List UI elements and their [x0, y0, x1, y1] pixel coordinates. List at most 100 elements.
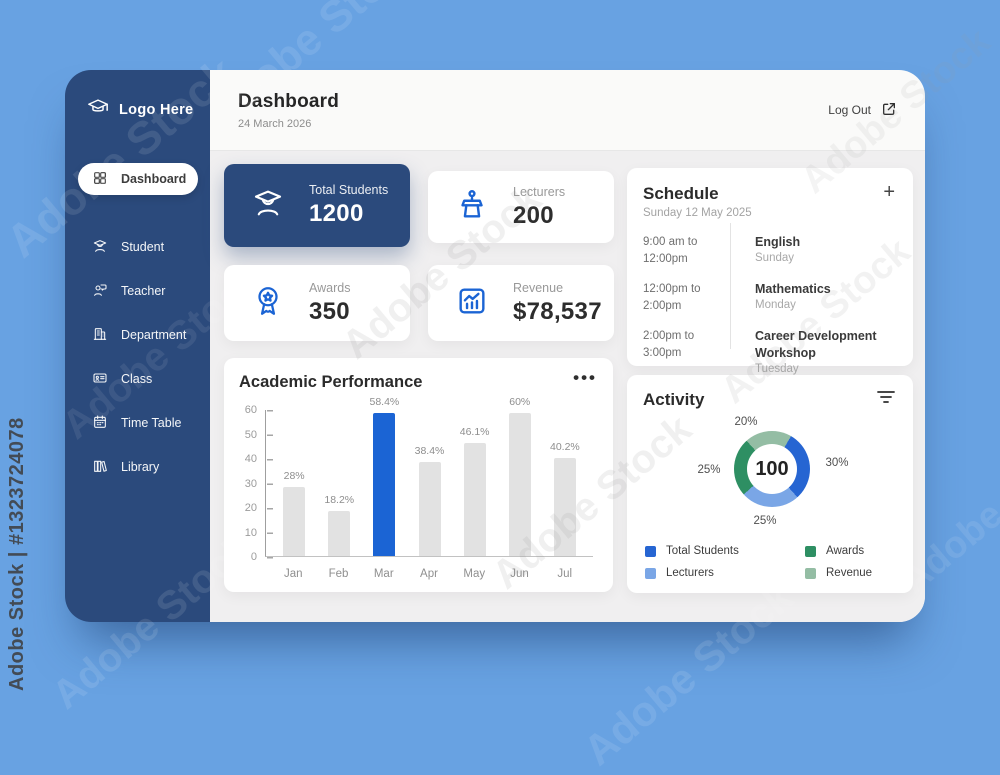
- schedule-list: 9:00 am to 12:00pm English Sunday 12:00pm t…: [643, 234, 903, 375]
- page-title: Dashboard: [238, 90, 340, 112]
- logout-label: Log Out: [828, 103, 871, 117]
- legend-item-lecturers: Lecturers: [645, 567, 805, 579]
- schedule-divider: [730, 223, 731, 349]
- stat-label: Revenue: [513, 280, 564, 295]
- more-options-icon[interactable]: •••: [573, 368, 597, 387]
- stat-label: Awards: [309, 280, 351, 295]
- legend-item-awards: Awards: [805, 545, 901, 557]
- header-bar: Dashboard 24 March 2026 Log Out: [210, 70, 925, 151]
- stat-label: Lecturers: [513, 184, 566, 199]
- schedule-subject: English: [755, 235, 801, 249]
- stat-card-awards: Awards 350: [224, 265, 410, 341]
- sidebar-item-label: Time Table: [121, 416, 182, 430]
- revenue-icon: [455, 284, 489, 323]
- stat-value: $78,537: [513, 297, 602, 325]
- bar-mar: 58.4%: [367, 396, 401, 556]
- sidebar-item-label: Class: [121, 372, 153, 386]
- x-axis-label: Mar: [373, 568, 394, 580]
- y-axis-tick-label: 60: [244, 404, 257, 416]
- books-icon: [92, 458, 108, 477]
- y-axis-tick-label: 20: [244, 502, 257, 514]
- schedule-subject: Mathematics: [755, 282, 831, 296]
- bar-feb: 18.2%: [322, 396, 356, 556]
- bar-value-label: 40.2%: [549, 441, 580, 453]
- stat-value: 1200: [309, 200, 364, 227]
- dashboard-window: Logo Here Dashboard Student Teacher Departm…: [65, 70, 925, 622]
- donut-label-awards: 25%: [697, 464, 721, 476]
- bar-jul: 40.2%: [548, 396, 582, 556]
- schedule-time: 9:00 am to 12:00pm: [643, 236, 698, 265]
- schedule-time: 2:00pm to 3:00pm: [643, 330, 695, 359]
- filter-icon[interactable]: [877, 390, 895, 409]
- bar-value-label: 18.2%: [324, 494, 355, 506]
- bar-value-label: 38.4%: [414, 445, 445, 457]
- sidebar-nav: Dashboard Student Teacher Department Class Ti…: [65, 163, 210, 489]
- activity-card: Activity 100 20% 30% 25% 25% Total Stude…: [627, 375, 913, 593]
- sidebar-item-dashboard[interactable]: Dashboard: [78, 163, 198, 195]
- sidebar: Logo Here Dashboard Student Teacher Departm…: [65, 70, 210, 622]
- sidebar-item-library[interactable]: Library: [65, 445, 210, 489]
- schedule-day: Tuesday: [755, 363, 799, 375]
- sidebar-item-class[interactable]: Class: [65, 357, 210, 401]
- stat-card-lecturers: Lecturers 200: [428, 171, 614, 243]
- bar-value-label: 46.1%: [459, 426, 490, 438]
- bar-chart: 0 10 20 30 40 50 60 28% 18.2% 58.4% 38.4% 46.1% 60%…: [236, 396, 597, 610]
- content-area: Total Students 1200 Lecturers 200: [210, 151, 925, 622]
- schedule-entry: English Sunday: [755, 234, 903, 268]
- stat-card-revenue: Revenue $78,537: [428, 265, 614, 341]
- bar-jan: 28%: [277, 396, 311, 556]
- x-axis-label: Apr: [420, 568, 438, 580]
- bar-value-label: 60%: [509, 396, 531, 408]
- schedule-card: Schedule + Sunday 12 May 2025 9:00 am to…: [627, 168, 913, 375]
- donut-label-lecturers: 25%: [753, 515, 777, 527]
- stat-card-total-students: Total Students 1200: [224, 164, 410, 247]
- sidebar-item-teacher[interactable]: Teacher: [65, 269, 210, 313]
- sidebar-item-label: Department: [121, 328, 187, 342]
- student-icon: [92, 238, 108, 257]
- calendar-icon: [92, 414, 108, 433]
- stat-value: 200: [513, 201, 554, 229]
- bar-may: 46.1%: [458, 396, 492, 556]
- chart-title: Academic Performance: [239, 373, 423, 391]
- sidebar-item-label: Teacher: [121, 284, 166, 298]
- sidebar-item-student[interactable]: Student: [65, 225, 210, 269]
- legend-item-revenue: Revenue: [805, 567, 901, 579]
- legend-item-total-students: Total Students: [645, 545, 805, 557]
- bar-apr: 38.4%: [413, 396, 447, 556]
- sidebar-item-time-table[interactable]: Time Table: [65, 401, 210, 445]
- bar-plot: 28% 18.2% 58.4% 38.4% 46.1% 60% 40.2%: [265, 396, 593, 557]
- main-panel: Dashboard 24 March 2026 Log Out: [210, 70, 925, 622]
- sidebar-item-department[interactable]: Department: [65, 313, 210, 357]
- legend-label: Revenue: [826, 567, 873, 579]
- sidebar-item-label: Library: [121, 460, 160, 474]
- logout-button[interactable]: Log Out: [828, 101, 897, 120]
- schedule-entry: Career Development Workshop Tuesday: [755, 328, 903, 375]
- activity-title: Activity: [643, 390, 705, 409]
- x-axis-label: Jun: [510, 568, 529, 580]
- student-icon: [251, 186, 285, 225]
- y-axis-ticks: [267, 410, 273, 559]
- y-axis-tick-label: 50: [244, 428, 257, 441]
- award-icon: [251, 284, 285, 323]
- donut-chart: 100: [734, 431, 810, 507]
- bar-value-label: 28%: [283, 470, 305, 482]
- x-axis-label: Feb: [328, 568, 349, 580]
- teacher-icon: [92, 282, 108, 301]
- add-schedule-icon[interactable]: +: [883, 181, 895, 203]
- page-date: 24 March 2026: [238, 117, 312, 130]
- donut-label-total-students: 30%: [825, 457, 849, 469]
- schedule-subject: Career Development Workshop: [755, 329, 877, 360]
- sidebar-item-label: Student: [121, 240, 165, 254]
- grid-icon: [92, 170, 108, 189]
- schedule-day: Sunday: [755, 252, 795, 264]
- y-axis-tick-label: 40: [244, 453, 257, 465]
- legend-swatch: [645, 567, 656, 579]
- y-axis-tick-label: 10: [244, 526, 257, 539]
- logout-icon: [881, 101, 897, 120]
- donut-label-revenue: 20%: [734, 416, 758, 428]
- schedule-entry: Mathematics Monday: [755, 281, 903, 315]
- bar-value-label: 58.4%: [369, 396, 400, 408]
- y-axis-tick-label: 30: [244, 477, 257, 490]
- bar-jun: 60%: [503, 396, 537, 556]
- graduation-cap-icon: [87, 96, 109, 123]
